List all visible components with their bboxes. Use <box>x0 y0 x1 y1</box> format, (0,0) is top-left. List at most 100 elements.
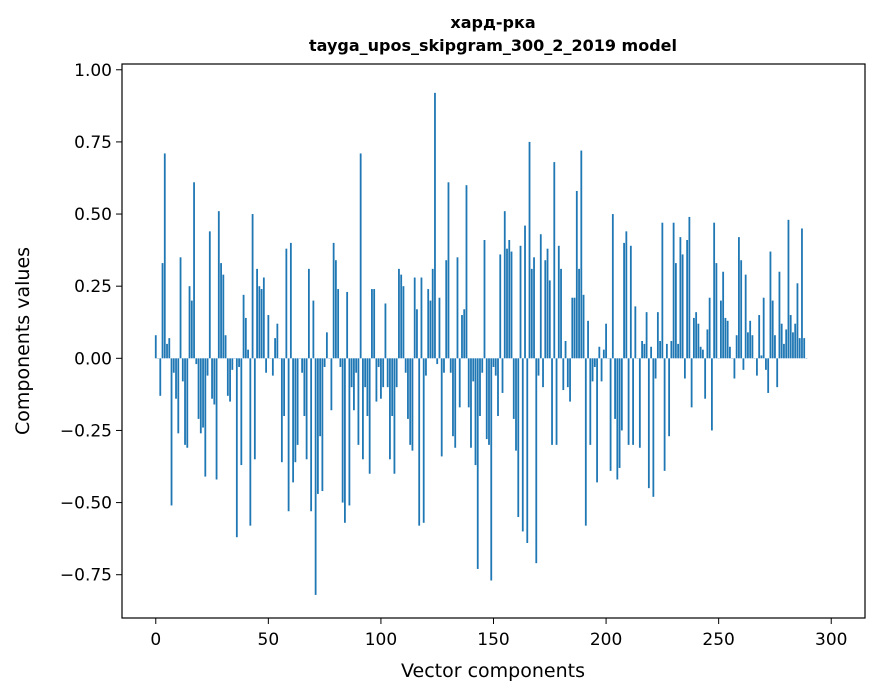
bar-71 <box>314 358 317 595</box>
bar-86 <box>348 358 351 506</box>
bar-122 <box>429 300 432 359</box>
bar-33 <box>229 358 231 402</box>
bar-270 <box>762 297 765 359</box>
bar-184 <box>569 358 571 402</box>
y-tick-label: −0.75 <box>60 566 112 586</box>
bar-155 <box>503 211 506 359</box>
bar-265 <box>751 335 754 359</box>
bar-255 <box>729 346 731 359</box>
bar-109 <box>400 274 403 359</box>
bar-170 <box>537 358 540 376</box>
bar-236 <box>686 240 689 359</box>
bar-223 <box>656 312 659 359</box>
bar-13 <box>184 358 186 445</box>
bar-26 <box>213 358 216 405</box>
bar-76 <box>325 332 328 359</box>
bar-172 <box>542 358 544 388</box>
bar-183 <box>566 358 569 388</box>
bar-104 <box>389 358 391 460</box>
bar-50 <box>267 315 270 359</box>
bar-208 <box>623 242 625 359</box>
bar-246 <box>708 297 711 359</box>
bar-211 <box>629 245 632 359</box>
bar-212 <box>632 358 634 445</box>
bar-75 <box>323 358 326 367</box>
bar-219 <box>647 358 650 489</box>
bar-139 <box>467 358 470 408</box>
bar-2 <box>159 358 162 396</box>
bar-89 <box>355 358 358 373</box>
bar-285 <box>796 283 799 359</box>
bar-258 <box>735 335 738 359</box>
x-tick-label: 50 <box>258 630 280 650</box>
chart-subtitle: tayga_upos_skipgram_300_2_2019 model <box>309 36 677 55</box>
bar-226 <box>663 358 666 471</box>
bar-189 <box>580 150 583 359</box>
bar-278 <box>780 323 783 359</box>
bar-34 <box>231 358 234 370</box>
x-tick-label: 100 <box>365 630 397 650</box>
bar-48 <box>262 277 265 359</box>
bar-287 <box>801 228 803 359</box>
bar-268 <box>758 315 761 359</box>
bar-231 <box>674 263 677 359</box>
bar-78 <box>330 358 333 411</box>
bar-65 <box>301 358 304 373</box>
bar-151 <box>494 358 497 376</box>
bar-68 <box>307 268 310 359</box>
bar-72 <box>316 358 319 494</box>
bar-181 <box>562 358 565 391</box>
bar-22 <box>204 358 207 477</box>
bar-12 <box>181 358 184 382</box>
bar-168 <box>533 257 535 359</box>
bar-167 <box>530 268 533 359</box>
y-tick-label: 0.50 <box>74 205 112 225</box>
bar-192 <box>587 320 589 359</box>
bar-82 <box>339 358 342 367</box>
bar-198 <box>600 358 603 382</box>
bar-243 <box>701 349 704 359</box>
bar-108 <box>398 268 400 359</box>
bar-171 <box>539 234 542 359</box>
bar-232 <box>677 343 680 359</box>
bar-207 <box>620 358 623 431</box>
bar-47 <box>260 289 263 359</box>
bar-169 <box>535 358 538 564</box>
bar-95 <box>368 358 371 474</box>
bar-10 <box>177 358 180 434</box>
bar-127 <box>440 358 443 457</box>
bar-73 <box>319 358 322 437</box>
bar-8 <box>172 358 175 373</box>
bar-18 <box>195 358 198 365</box>
bar-272 <box>767 358 770 393</box>
bar-5 <box>166 343 168 359</box>
bar-137 <box>463 309 466 359</box>
bar-63 <box>296 358 299 445</box>
bar-133 <box>454 358 457 448</box>
bar-40 <box>244 317 247 359</box>
bar-210 <box>627 358 630 445</box>
bar-286 <box>798 338 801 359</box>
x-axis-label: Vector components <box>401 660 585 682</box>
bar-141 <box>472 358 475 382</box>
bar-101 <box>382 358 385 388</box>
bar-90 <box>357 358 360 445</box>
bar-153 <box>499 254 502 359</box>
bar-190 <box>582 294 585 359</box>
bar-106 <box>393 358 396 474</box>
bar-84 <box>344 358 346 523</box>
bar-67 <box>305 358 308 460</box>
bar-series <box>154 92 808 595</box>
bar-74 <box>321 358 324 492</box>
bar-222 <box>654 358 657 379</box>
bar-221 <box>652 358 655 497</box>
x-tick-label: 250 <box>702 630 734 650</box>
bar-99 <box>377 358 380 367</box>
bar-206 <box>618 358 621 468</box>
bar-200 <box>605 323 607 359</box>
bar-180 <box>560 268 562 359</box>
bar-129 <box>445 260 448 359</box>
bar-215 <box>638 358 641 448</box>
bar-225 <box>661 222 664 359</box>
bar-6 <box>168 338 171 359</box>
